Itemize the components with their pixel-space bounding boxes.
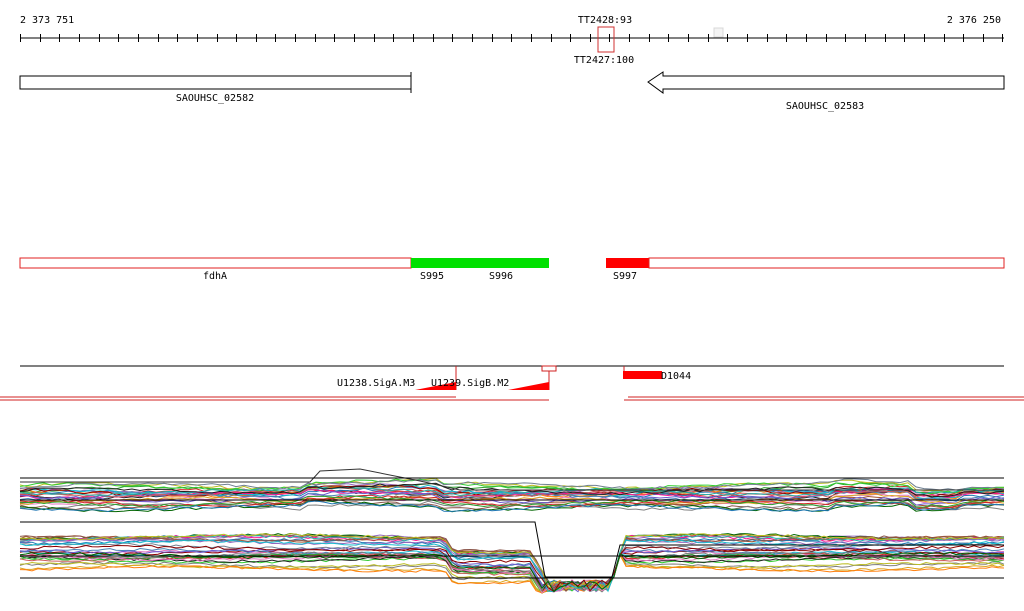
expression-line xyxy=(20,478,1005,491)
expression-line xyxy=(19,551,1005,594)
gene-right-arrow[interactable] xyxy=(647,71,1005,94)
segment-s996-label: S996 xyxy=(489,271,513,282)
expression-line xyxy=(19,533,1005,590)
segment-s997[interactable] xyxy=(606,258,649,268)
axis-ticks xyxy=(20,34,1003,42)
expression-line xyxy=(19,546,1005,593)
axis-end-label: 2 376 250 xyxy=(947,15,1001,26)
expression-line xyxy=(19,553,1005,593)
segment-s997-label: S997 xyxy=(613,271,637,282)
expression-line xyxy=(19,552,1005,592)
gene-right-label: SAOUHSC_02583 xyxy=(786,101,864,112)
expression-line xyxy=(19,551,1005,594)
segment-s995-label: S995 xyxy=(420,271,444,282)
promoter-sigB-wedge[interactable] xyxy=(508,382,549,390)
gene-left-label: SAOUHSC_02582 xyxy=(176,93,254,104)
d1044-label: D1044 xyxy=(661,371,691,382)
expression-line xyxy=(19,538,1005,592)
promoter-sigA-label: U1238.SigA.M3 xyxy=(337,378,415,389)
expression-line xyxy=(19,544,1005,593)
expression-line xyxy=(19,485,1005,498)
segment-s995-s996[interactable] xyxy=(411,258,549,268)
gene-right[interactable]: SAOUHSC_02583 xyxy=(647,71,1005,112)
segment-track: fdhA S995 S996 S997 xyxy=(19,257,1005,282)
segment-fdhA-label: fdhA xyxy=(203,271,227,282)
expression-line xyxy=(20,521,1004,578)
terminator-box[interactable] xyxy=(597,26,615,53)
promoter-sigB-cap xyxy=(541,365,557,372)
expression-line xyxy=(19,491,1005,506)
expression-line xyxy=(19,482,1005,495)
small-marker-square xyxy=(713,27,724,38)
axis-start-label: 2 373 751 xyxy=(20,15,74,26)
expression-line xyxy=(19,495,1005,508)
expression-line xyxy=(19,494,1005,511)
expression-line xyxy=(19,539,1005,593)
terminator-top-label: TT2428:93 xyxy=(578,15,632,26)
segment-right-outline[interactable] xyxy=(648,257,1005,269)
promoter-sigA-wedge[interactable] xyxy=(415,382,456,390)
promoter-track: U1238.SigA.M3 U1239.SigB.M2 D1044 xyxy=(0,365,1024,401)
gene-left[interactable]: SAOUHSC_02582 xyxy=(19,72,412,104)
expression-line xyxy=(19,485,1005,497)
expression-line xyxy=(20,468,1004,491)
segment-fdhA[interactable] xyxy=(19,257,412,269)
coordinate-axis: 2 373 751 2 376 250 xyxy=(20,15,1004,42)
expression-line xyxy=(19,478,1004,495)
d1044-block[interactable] xyxy=(623,371,662,379)
terminator-marker[interactable]: TT2428:93 TT2427:100 xyxy=(574,15,634,66)
terminator-bottom-label: TT2427:100 xyxy=(574,55,634,66)
gene-left-bar[interactable] xyxy=(19,75,412,90)
expression-line xyxy=(19,500,1005,513)
expression-profile-track xyxy=(19,468,1005,594)
promoter-sigB-label: U1239.SigB.M2 xyxy=(431,378,509,389)
